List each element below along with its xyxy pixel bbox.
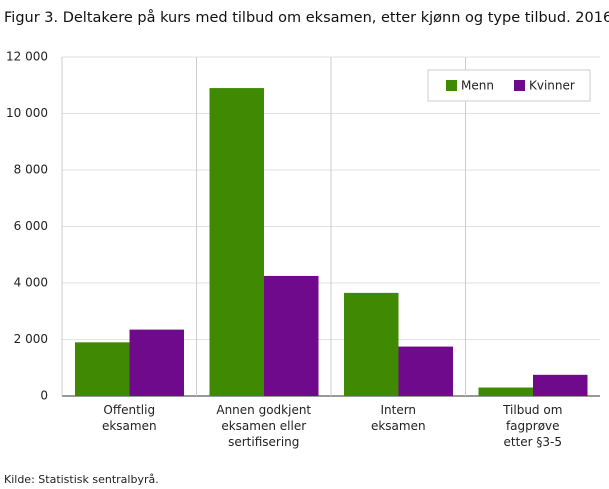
y-tick-label: 8 000 [14, 163, 48, 177]
x-tick-label: Tilbud om fagprøve etter §3-5 [502, 403, 562, 449]
chart-title: Figur 3. Deltakere på kurs med tilbud om… [4, 9, 609, 26]
y-tick-label: 4 000 [14, 276, 48, 290]
bar [75, 342, 130, 396]
bar [478, 387, 533, 396]
y-tick-label: 6 000 [14, 219, 48, 233]
x-tick-label: Intern eksamen [371, 403, 426, 433]
y-tick-label: 0 [40, 389, 48, 403]
x-tick-label: Offentlig eksamen [102, 403, 157, 433]
bar [264, 275, 319, 396]
legend-swatch [514, 80, 525, 91]
y-tick-label: 2 000 [14, 332, 48, 346]
bar [344, 292, 399, 396]
y-tick-label: 12 000 [6, 50, 48, 64]
legend-swatch [446, 80, 457, 91]
source: Kilde: Statistisk sentralbyrå. [4, 473, 159, 486]
y-tick-label: 10 000 [6, 106, 48, 120]
bar [129, 329, 184, 396]
bar [209, 88, 264, 396]
bar [398, 346, 453, 396]
legend-label: Menn [461, 79, 494, 93]
bar [533, 374, 588, 396]
x-tick-label: Annen godkjent eksamen eller sertifisering [216, 403, 311, 449]
legend-label: Kvinner [529, 79, 575, 93]
